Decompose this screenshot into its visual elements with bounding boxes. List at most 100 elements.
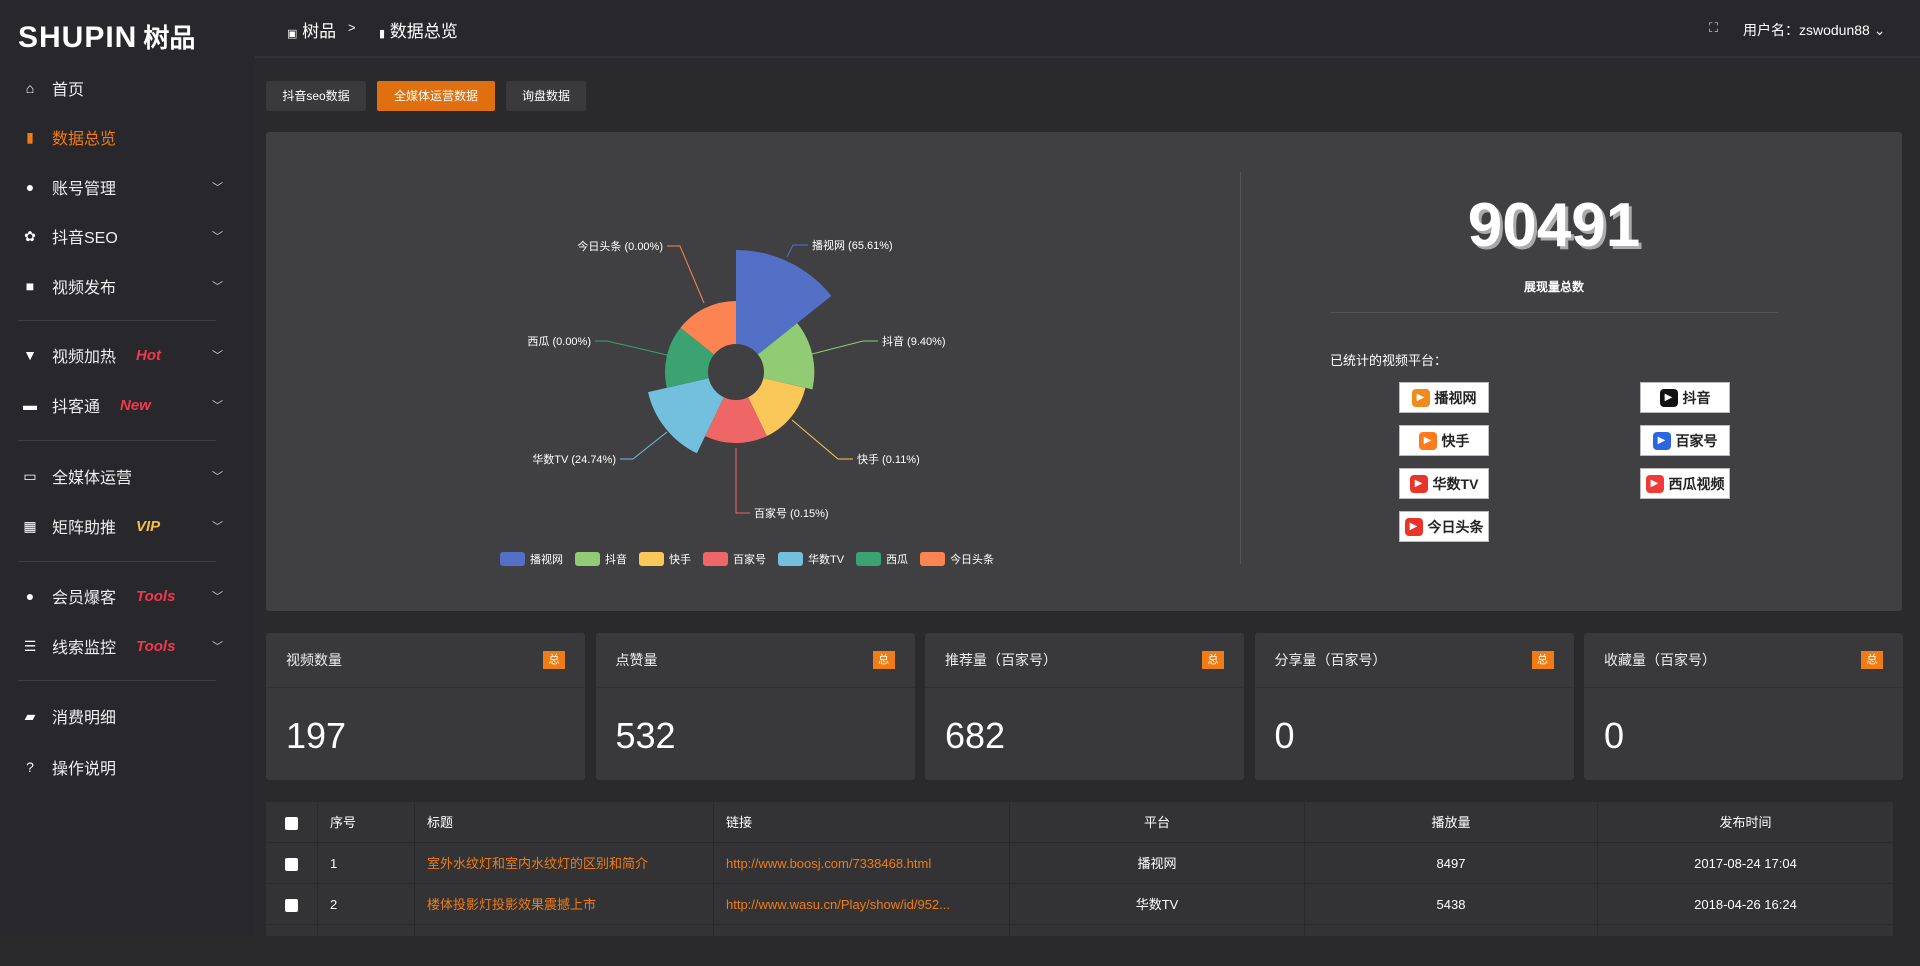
legend-swatch — [500, 552, 525, 566]
chevron-down-icon: ﹀ — [212, 641, 223, 653]
column-header[interactable]: 平台 — [1010, 802, 1305, 843]
cell-platform: 华数TV — [1010, 884, 1305, 925]
tab-1[interactable]: 全媒体运营数据 — [377, 81, 495, 111]
table-row: 2 楼体投影灯投影效果震撼上市 http://www.wasu.cn/Play/sh… — [266, 884, 1894, 925]
sidebar-item-label: 消费明细 — [52, 710, 117, 727]
pie-slice[interactable] — [665, 327, 715, 388]
sidebar-item-10[interactable]: ☰ 线索监控 Tools ﹀ — [0, 626, 255, 666]
column-header[interactable]: 播放量 — [1305, 802, 1598, 843]
total-badge: 总 — [543, 651, 565, 669]
logo[interactable]: SHUPIN 树品 — [18, 14, 228, 54]
platform-logo-name: 西瓜视频 — [1668, 475, 1725, 492]
sidebar-item-3[interactable]: ✿ 抖音SEO ﹀ — [0, 216, 255, 256]
total-impressions: 90491 — [1467, 191, 1641, 260]
legend-item[interactable]: 今日头条 — [920, 551, 994, 567]
sliders-icon: ☰ — [23, 638, 37, 654]
row-checkbox[interactable] — [285, 858, 298, 872]
legend-item[interactable]: 快手 — [639, 551, 691, 567]
label-leader-line — [791, 419, 853, 460]
sidebar-divider — [18, 320, 216, 321]
grid-icon: ▦ — [23, 518, 37, 534]
sidebar-item-7[interactable]: ▭ 全媒体运营 ﹀ — [0, 456, 255, 496]
empty-cell — [1598, 925, 1894, 966]
pie-slice[interactable] — [648, 378, 724, 454]
pie-slice[interactable] — [680, 301, 736, 355]
user-menu[interactable]: 用户名：zswodun88 ⌄ — [1743, 22, 1886, 38]
cell-title[interactable]: 楼体投影灯投影效果震撼上市 — [415, 884, 714, 925]
logo-text: SHUPIN — [18, 21, 138, 54]
chevron-down-icon: ⌄ — [1869, 22, 1886, 38]
sidebar-badge: Tools — [136, 637, 176, 655]
platforms-label: 已统计的视频平台： — [1330, 353, 1448, 368]
row-checkbox[interactable] — [285, 899, 298, 913]
camera-icon: ■ — [25, 278, 35, 294]
fullscreen-icon[interactable]: ⛶ — [1709, 20, 1719, 35]
cell-link[interactable]: http://www.wasu.cn/Play/show/id/952... — [714, 884, 1010, 925]
column-header[interactable]: 序号 — [318, 802, 415, 843]
sidebar-item-label: 操作说明 — [52, 761, 117, 778]
sidebar-item-5[interactable]: ▼ 视频加热 Hot ﹀ — [0, 335, 255, 375]
tab-2[interactable]: 询盘数据 — [506, 81, 586, 111]
legend-item[interactable]: 百家号 — [703, 551, 766, 567]
stat-label: 收藏量（百家号） — [1584, 633, 1903, 688]
stat-value: 532 — [615, 715, 676, 756]
sidebar-item-2[interactable]: ● 账号管理 ﹀ — [0, 167, 255, 207]
label-leader-line — [735, 448, 750, 514]
pie-slice[interactable] — [705, 397, 767, 444]
monitor-icon: ▭ — [23, 468, 37, 484]
stat-value: 0 — [1604, 715, 1625, 756]
total-badge: 总 — [1202, 651, 1224, 669]
legend-item[interactable]: 抖音 — [575, 551, 627, 567]
wallet-icon: ▰ — [24, 708, 36, 724]
chevron-down-icon: ﹀ — [212, 281, 223, 293]
stat-card: 视频数量总 197 — [266, 633, 585, 780]
pie-slice[interactable] — [736, 250, 832, 355]
cell-date: 2017-08-24 17:04 — [1598, 843, 1894, 884]
tab-0[interactable]: 抖音seo数据 — [266, 81, 366, 111]
sidebar-divider — [18, 440, 216, 441]
legend-swatch — [639, 552, 664, 566]
breadcrumb-home[interactable]: ▣ 树品 — [287, 22, 337, 41]
empty-cell — [1305, 925, 1598, 966]
column-header[interactable]: 发布时间 — [1598, 802, 1894, 843]
sidebar-item-label: 视频发布 — [52, 280, 117, 297]
chart-icon: ▣ — [287, 28, 298, 40]
legend-swatch — [920, 552, 946, 566]
column-header[interactable]: 链接 — [714, 802, 1010, 843]
legend-label: 今日头条 — [950, 554, 995, 566]
cell-link[interactable]: http://www.boosj.com/7338468.html — [714, 843, 1010, 884]
sidebar-badge: Tools — [136, 587, 176, 605]
legend-item[interactable]: 播视网 — [500, 551, 563, 567]
sidebar-item-1[interactable]: ▮ 数据总览 — [0, 117, 255, 157]
column-header[interactable]: 标题 — [415, 802, 714, 843]
sidebar-item-6[interactable]: ▬ 抖客通 New ﹀ — [0, 385, 255, 425]
user-icon: ● — [25, 588, 35, 604]
sidebar-badge: Hot — [136, 346, 161, 364]
sidebar-item-8[interactable]: ▦ 矩阵助推 VIP ﹀ — [0, 506, 255, 546]
platform-logo: ▶ 今日头条 — [1399, 511, 1489, 542]
sidebar-item-4[interactable]: ■ 视频发布 ﹀ — [0, 266, 255, 306]
sidebar-item-12[interactable]: ? 操作说明 — [0, 747, 255, 787]
select-all-cell — [266, 802, 318, 843]
chat-icon: ▬ — [23, 397, 37, 413]
user-icon: ● — [25, 179, 35, 195]
legend-swatch — [575, 552, 600, 566]
cell-date: 2018-04-26 16:24 — [1598, 884, 1894, 925]
home-icon: ⌂ — [25, 80, 35, 96]
platform-logo-icon: ▶ — [1418, 431, 1437, 450]
legend-item[interactable]: 华数TV — [778, 551, 844, 567]
sidebar-item-11[interactable]: ▰ 消费明细 — [0, 696, 255, 736]
sidebar-item-label: 抖客通 — [52, 399, 101, 416]
sidebar-item-0[interactable]: ⌂ 首页 — [0, 68, 255, 108]
cell-plays: 8497 — [1305, 843, 1598, 884]
platform-logo-name: 抖音 — [1682, 389, 1711, 406]
legend-label: 快手 — [669, 554, 691, 566]
help-icon: ? — [26, 759, 34, 775]
cell-title[interactable]: 室外水纹灯和室内水纹灯的区别和简介 — [415, 843, 714, 884]
chart-panel: 90491 展现量总数 已统计的视频平台： ▶ 播视网 ▶ 抖音 ▶ 快手 ▶ 百家号 ▶ 华数T… — [266, 132, 1902, 611]
pie-slice[interactable] — [748, 378, 806, 437]
select-all-checkbox[interactable] — [285, 817, 298, 831]
pie-slice[interactable] — [757, 323, 815, 390]
legend-item[interactable]: 西瓜 — [856, 551, 908, 567]
sidebar-item-9[interactable]: ● 会员爆客 Tools ﹀ — [0, 576, 255, 616]
